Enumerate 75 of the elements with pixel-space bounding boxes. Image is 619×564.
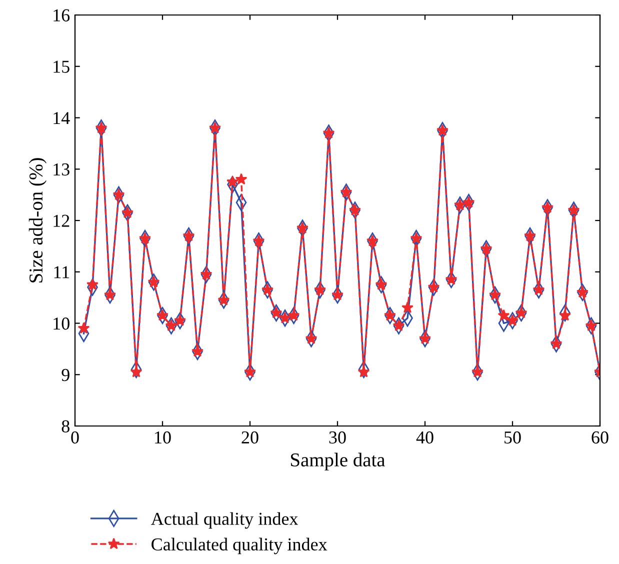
point <box>576 286 588 298</box>
y-axis-title: Size add-on (%) <box>28 158 47 282</box>
point <box>472 366 484 378</box>
point <box>156 309 168 321</box>
point <box>86 278 98 290</box>
point <box>462 196 475 208</box>
point <box>182 230 195 242</box>
x-tick-label: 50 <box>504 431 521 444</box>
point <box>402 302 414 314</box>
legend-label: Calculated quality index <box>152 538 328 554</box>
point <box>78 322 90 334</box>
point <box>270 306 282 318</box>
point <box>148 276 160 288</box>
point <box>506 314 518 326</box>
x-tick-label: 10 <box>155 431 171 444</box>
y-tick-label: 13 <box>54 163 70 176</box>
point <box>375 278 388 290</box>
y-tick-label: 14 <box>54 112 70 124</box>
y-tick-label: 8 <box>62 420 70 432</box>
point <box>139 232 151 244</box>
point <box>95 122 108 134</box>
point <box>349 204 361 216</box>
x-axis-title: Sample data <box>291 452 386 470</box>
point <box>524 230 536 242</box>
point <box>226 176 238 188</box>
point <box>340 186 352 198</box>
point <box>122 206 134 218</box>
point <box>454 198 466 210</box>
point <box>235 173 248 185</box>
point <box>165 320 178 332</box>
point <box>489 288 501 300</box>
point <box>209 122 221 134</box>
x-tick-label: 40 <box>416 431 434 444</box>
point <box>498 309 510 321</box>
legend-label: Actual quality index <box>151 512 298 529</box>
point <box>130 366 142 378</box>
x-tick-label: 20 <box>242 431 258 444</box>
point <box>585 320 598 332</box>
y-tick-label: 15 <box>54 60 70 73</box>
point <box>358 366 370 378</box>
point <box>200 268 212 280</box>
y-tick-label: 12 <box>54 214 70 227</box>
y-tick-label: 10 <box>54 318 70 330</box>
point <box>410 232 422 244</box>
point <box>218 294 230 306</box>
point <box>568 204 580 216</box>
point <box>314 284 326 296</box>
point <box>428 281 440 292</box>
point <box>112 188 125 200</box>
point <box>445 273 458 285</box>
point <box>515 306 528 318</box>
x-tick-label: 60 <box>592 431 608 444</box>
point <box>550 338 562 349</box>
point <box>384 309 396 321</box>
point <box>559 309 571 321</box>
point <box>279 312 291 324</box>
y-tick-label: 16 <box>54 9 70 22</box>
point <box>288 309 300 321</box>
y-tick-label: 9 <box>62 368 70 382</box>
point <box>532 284 545 296</box>
point <box>305 332 318 344</box>
point <box>392 320 405 332</box>
x-tick-label: 30 <box>329 431 346 444</box>
point <box>542 201 554 213</box>
point <box>296 222 308 234</box>
point <box>262 284 274 296</box>
point <box>174 314 186 326</box>
y-tick-label: 11 <box>54 266 70 278</box>
point <box>436 124 448 136</box>
point <box>480 242 492 254</box>
point <box>366 234 378 246</box>
point <box>244 366 256 378</box>
x-tick-label: 0 <box>71 431 79 444</box>
point <box>252 234 265 246</box>
point <box>322 126 335 138</box>
